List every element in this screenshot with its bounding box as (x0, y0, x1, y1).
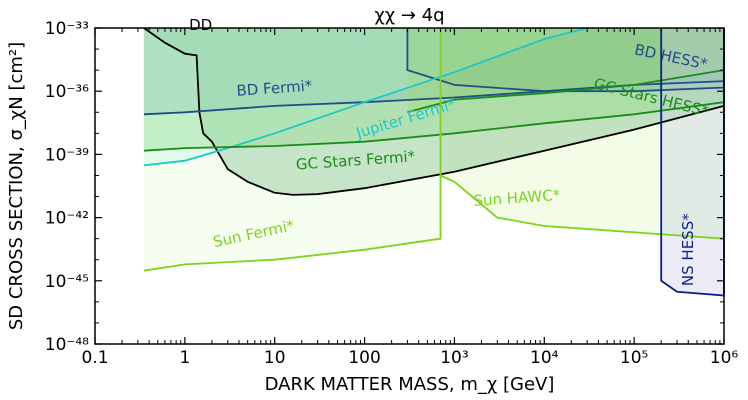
y-tick-label: 10⁻³⁹ (45, 145, 89, 165)
region-gc-stars-hess (407, 28, 724, 113)
region-bd-fermi (143, 28, 724, 115)
ticks-layer: 0.1 1 10 100 10³ 10⁴ 10⁵ 10⁶ 10⁻⁴⁸ 10⁻⁴⁵ 10⁻⁴² 10⁻³… (45, 19, 739, 368)
x-tick-label: 10⁵ (620, 348, 648, 368)
x-tick-label: 10 (264, 348, 286, 368)
region-jupiter-fermi (143, 28, 588, 166)
label-ns-hess: NS HESS* (679, 213, 697, 286)
y-tick-label: 10⁻³⁶ (45, 82, 89, 102)
y-tick-label: 10⁻⁴² (45, 209, 89, 229)
y-tick-label: 10⁻³³ (45, 19, 89, 39)
x-tick-label: 100 (348, 348, 380, 368)
chart-title: χχ → 4q (374, 5, 444, 26)
curve-sun-fermi (143, 28, 442, 272)
x-tick-label: 1 (179, 348, 190, 368)
x-axis-label: DARK MATTER MASS, m_χ [GeV] (265, 374, 555, 395)
region-bd-hess (407, 28, 724, 92)
region-sun-fermi (143, 28, 441, 271)
plot-frame (94, 27, 725, 345)
x-tick-label: 10³ (440, 348, 468, 368)
regions-layer (143, 28, 724, 296)
region-gc-stars-fermi (143, 28, 724, 151)
y-axis-label: SD CROSS SECTION, σ_χN [cm²] (6, 42, 27, 330)
curve-gc-stars-hess (407, 69, 725, 114)
curves-layer (143, 27, 725, 297)
curve-dd (143, 27, 725, 196)
region-sun-hawc (440, 28, 724, 239)
label-bd-fermi: BD Fermi* (236, 77, 313, 100)
curve-gc-stars-fermi (143, 101, 725, 152)
region-ns-hess (661, 28, 724, 296)
x-tick-label: 10⁴ (530, 348, 559, 368)
y-tick-label: 10⁻⁴⁵ (45, 272, 89, 292)
x-tick-label: 0.1 (81, 348, 108, 368)
curve-sun-hawc (440, 174, 725, 240)
x-tick-label: 10⁶ (710, 348, 739, 368)
y-tick-label: 10⁻⁴⁸ (45, 335, 89, 355)
region-dd (143, 28, 724, 195)
curve-jupiter-fermi (143, 27, 588, 167)
label-dd: DD (189, 16, 212, 34)
